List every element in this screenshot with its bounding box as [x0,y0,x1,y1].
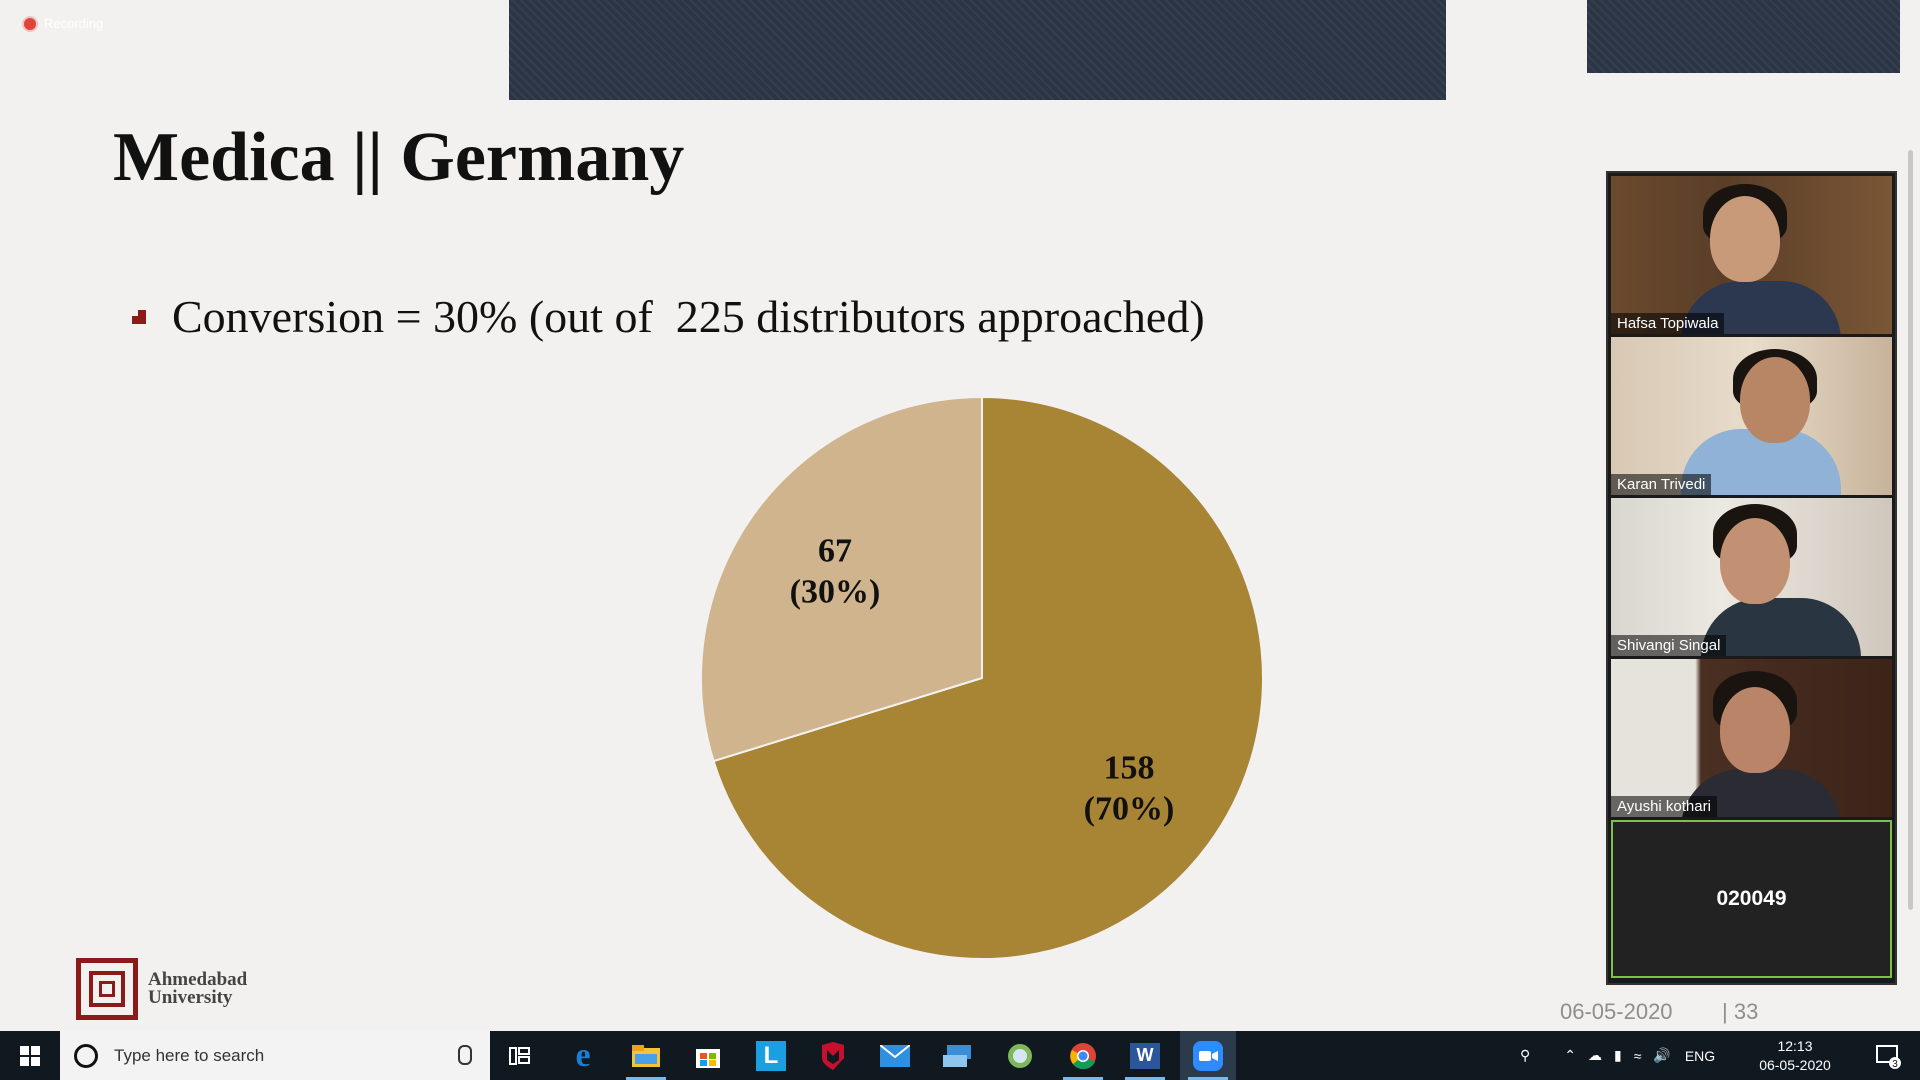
slide-footer-date: 06-05-2020 [1560,999,1673,1024]
taskbar-search[interactable]: Type here to search [60,1031,490,1080]
windows-taskbar: Type here to search e L W ⚲ ⌃ ☁ ▮ ≈ [0,1031,1920,1080]
slide-page-number: | 33 [1722,999,1759,1024]
remote-desktop-icon[interactable] [930,1031,986,1080]
mcafee-icon[interactable] [805,1031,861,1080]
taskbar-clock[interactable]: 12:13 06-05-2020 [1750,1037,1840,1075]
participant-tile[interactable]: Ayushi kothari [1611,659,1892,817]
windows-logo-icon [20,1045,40,1066]
chevron-up-icon[interactable]: ⌃ [1564,1047,1576,1063]
pie-value-label: 158 [1104,749,1155,786]
participant-tile-active[interactable]: 020049 [1611,820,1892,978]
participant-tile[interactable]: Shivangi Singal [1611,498,1892,656]
globe-app-icon[interactable] [992,1031,1048,1080]
mail-icon[interactable] [867,1031,923,1080]
pie-percent-label: (30%) [790,574,881,611]
word-icon[interactable]: W [1117,1031,1173,1080]
participant-id: 020049 [1613,822,1890,976]
cortana-icon [74,1043,98,1068]
people-icon[interactable]: ⚲ [1520,1047,1531,1063]
notification-count: 3 [1892,1059,1898,1069]
participant-video-panel: Hafsa Topiwala Karan Trivedi Shivangi Si… [1606,171,1897,985]
pie-slice [712,395,1264,960]
start-button[interactable] [0,1031,60,1080]
network-icon[interactable]: ≈ [1633,1047,1642,1064]
l-app-icon[interactable]: L [743,1031,799,1080]
logo-line2: University [148,987,233,1008]
pie-chart: 158 (70%) 67 (30%) [700,395,1264,960]
logo-line1: Ahmedabad [148,969,248,990]
recording-indicator: Recording [24,16,103,31]
edge-icon[interactable]: e [575,1036,591,1074]
file-explorer-icon[interactable] [618,1031,674,1080]
participant-tile[interactable]: Hafsa Topiwala [1611,176,1892,334]
search-placeholder: Type here to search [114,1045,265,1065]
pie-percent-label: (70%) [1084,790,1175,827]
recording-label: Recording [44,16,104,31]
language-indicator[interactable]: ENG [1684,1047,1716,1064]
participant-name: Hafsa Topiwala [1611,313,1725,334]
bullet-icon [132,309,146,324]
system-tray: ⚲ ⌃ ☁ ▮ ≈ 🔊 ENG [1520,1031,1715,1080]
volume-icon[interactable]: 🔊 [1653,1047,1671,1063]
bullet-text: Conversion = 30% (out of 225 distributor… [172,291,1205,342]
onedrive-icon[interactable]: ☁ [1588,1047,1602,1063]
microphone-icon[interactable] [458,1045,472,1065]
task-view-icon[interactable] [492,1031,548,1080]
pie-slice [700,395,983,763]
pie-value-label: 67 [818,533,852,570]
participant-tile[interactable]: Karan Trivedi [1611,337,1892,495]
battery-icon[interactable]: ▮ [1614,1047,1622,1063]
slide-header-band [509,0,1446,100]
university-logo-text: Ahmedabad University [148,969,248,1008]
slide-title: Medica || Germany [113,119,685,196]
slide-header-band-right [1587,0,1900,73]
bullet-item: Conversion = 30% (out of 225 distributor… [132,290,1205,343]
university-logo: Ahmedabad University [76,958,247,1020]
record-icon [24,17,36,30]
action-center-icon[interactable]: 3 [1860,1031,1916,1080]
participant-name: Ayushi kothari [1611,796,1717,817]
participant-name: Karan Trivedi [1611,474,1712,495]
clock-time: 12:13 [1777,1038,1813,1054]
clock-date: 06-05-2020 [1759,1057,1831,1073]
participant-name: Shivangi Singal [1611,635,1727,656]
university-logo-icon [76,958,138,1020]
scrollbar[interactable] [1908,150,1913,910]
store-icon[interactable] [680,1031,736,1080]
chrome-icon[interactable] [1055,1031,1111,1080]
zoom-icon[interactable] [1180,1031,1236,1080]
